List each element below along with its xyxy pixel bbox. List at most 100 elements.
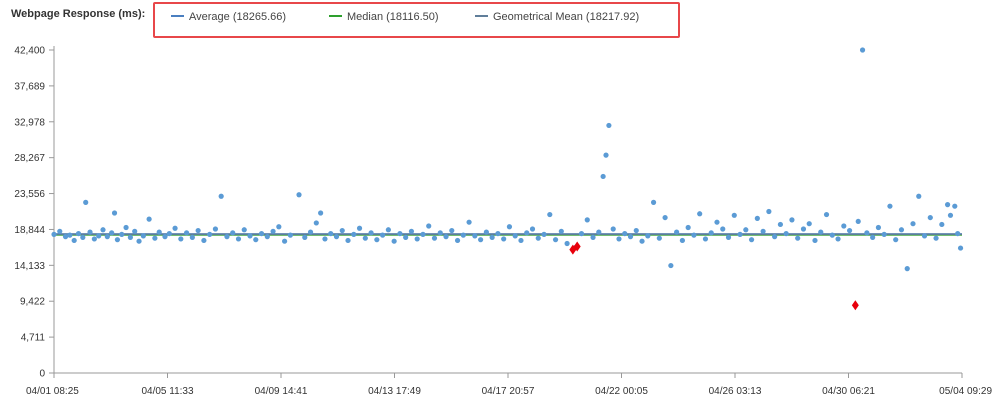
scatter-point [302, 234, 308, 241]
scatter-point [472, 233, 478, 239]
scatter-point [162, 234, 168, 240]
scatter-point [800, 226, 807, 232]
scatter-point [111, 210, 118, 216]
scatter-point [955, 230, 961, 237]
scatter-point [893, 237, 899, 243]
legend-label-median: Median (18116.50) [347, 11, 439, 23]
y-tick-label: 23,556 [14, 189, 45, 200]
scatter-point [720, 226, 726, 232]
scatter-point [91, 236, 97, 242]
scatter-point [431, 235, 438, 241]
scatter-point [67, 232, 73, 238]
scatter-point [859, 47, 866, 53]
scatter-point [904, 266, 910, 272]
scatter-point [195, 227, 201, 234]
scatter-point [541, 231, 547, 237]
scatter-point [489, 234, 495, 241]
scatter-point [136, 238, 142, 244]
scatter-point [333, 234, 340, 240]
scatter-point [627, 234, 634, 240]
scatter-point [777, 221, 784, 228]
scatter-point [380, 232, 386, 238]
scatter-point [812, 237, 818, 244]
scatter-point [96, 233, 102, 239]
scatter-point [535, 235, 541, 241]
scatter-point [881, 231, 887, 237]
scatter-point [414, 236, 420, 242]
scatter-point [466, 219, 472, 225]
legend-highlight-box: Average (18265.66) Median (18116.50) Geo… [153, 2, 680, 38]
scatter-point [547, 211, 553, 218]
scatter-point [944, 202, 951, 208]
scatter-point [201, 237, 207, 244]
scatter-point [443, 234, 449, 240]
scatter-point [71, 237, 77, 244]
scatter-point [212, 226, 219, 232]
scatter-point [596, 229, 602, 235]
scatter-point [276, 224, 282, 230]
scatter-point [668, 262, 674, 269]
scatter-point [109, 230, 115, 236]
x-tick-label: 04/05 11:33 [141, 386, 194, 397]
scatter-point [230, 230, 236, 236]
scatter-point [674, 229, 680, 235]
legend-item-median[interactable]: Median (18116.50) [329, 11, 439, 23]
scatter-point [156, 229, 162, 235]
scatter-point [282, 238, 288, 244]
scatter-point [656, 235, 662, 241]
scatter-point [258, 230, 265, 237]
scatter-point [731, 212, 737, 218]
y-tick-label: 9,422 [20, 297, 45, 308]
x-tick-label: 04/30 06:21 [822, 386, 875, 397]
scatter-point [783, 230, 789, 237]
scatter-point [178, 236, 184, 242]
anomaly-marker [851, 300, 859, 311]
scatter-point [584, 217, 590, 223]
scatter-point [939, 221, 945, 228]
scatter-point [362, 235, 368, 241]
x-tick-label: 04/26 03:13 [709, 386, 762, 397]
x-tick-label: 04/01 08:25 [26, 386, 79, 397]
scatter-point [558, 228, 564, 234]
x-tick-label: 04/09 14:41 [255, 386, 308, 397]
scatter-point [898, 227, 905, 233]
x-tick-label: 04/17 20:57 [482, 386, 535, 397]
scatter-point [603, 152, 609, 158]
legend-label-average: Average (18265.66) [189, 11, 287, 23]
scatter-point [207, 231, 213, 237]
scatter-point [356, 225, 363, 231]
scatter-point [806, 221, 812, 227]
legend-item-average[interactable]: Average (18265.66) [171, 11, 286, 23]
scatter-point [87, 229, 93, 235]
scatter-point [345, 237, 351, 244]
scatter-point [287, 232, 293, 238]
scatter-point [870, 234, 876, 241]
scatter-point [127, 234, 133, 241]
scatter-point [855, 218, 861, 225]
scatter-point [552, 237, 559, 243]
scatter-point [772, 234, 778, 240]
scatter-point [100, 227, 106, 233]
scatter-point [57, 228, 63, 234]
scatter-point [132, 228, 138, 234]
legend-item-geometrical-mean[interactable]: Geometrical Mean (18217.92) [475, 11, 639, 23]
scatter-point [737, 231, 743, 237]
scatter-point [62, 234, 69, 240]
x-tick-label: 04/13 17:49 [368, 386, 421, 397]
scatter-point [397, 230, 403, 237]
scatter-point [218, 193, 224, 199]
scatter-point [789, 217, 795, 223]
scatter-point [506, 224, 513, 230]
scatter-point [235, 236, 242, 242]
y-tick-label: 18,844 [14, 225, 45, 236]
y-tick-label: 37,689 [14, 81, 45, 92]
scatter-point [80, 234, 86, 241]
scatter-point [910, 221, 916, 227]
scatter-point [83, 199, 89, 205]
scatter-point [679, 237, 685, 244]
scatter-point [172, 225, 178, 231]
scatter-point [795, 235, 801, 241]
scatter-point [697, 211, 703, 217]
y-tick-label: 4,711 [21, 333, 46, 344]
scatter-point [426, 223, 432, 229]
